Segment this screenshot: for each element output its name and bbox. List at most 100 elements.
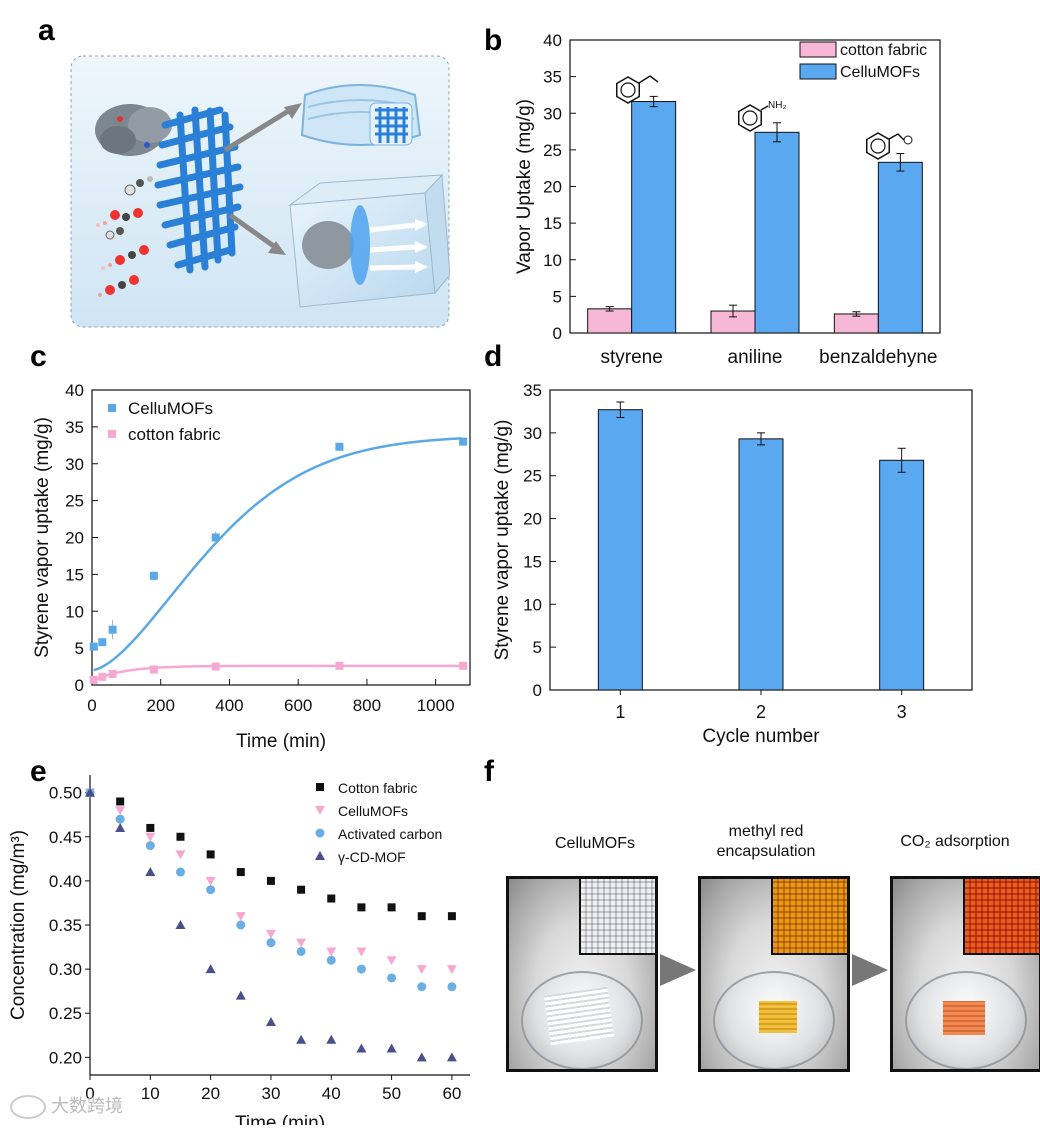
data-point: [416, 965, 427, 975]
photo-co2-adsorption: [890, 876, 1040, 1072]
data-point: [236, 920, 246, 930]
data-point: [145, 841, 155, 851]
x-tick-label: 800: [353, 696, 381, 715]
data-point: [206, 850, 215, 859]
chart-d: 0 5 10 15 20 25 30 35 1 2 3 Cycle number Styrene vap…: [492, 381, 973, 747]
category-label: styrene: [601, 347, 663, 368]
data-point: [326, 955, 336, 965]
amine-bond-icon: [760, 105, 769, 111]
gas-molecules-icon: [96, 176, 153, 297]
arrow-right-icon: [852, 954, 888, 986]
data-point: [296, 946, 306, 956]
y-axis-label: Styrene vapor uptake (mg/g): [32, 417, 53, 658]
data-point: [115, 814, 125, 824]
x-tick-label: 400: [215, 696, 243, 715]
data-point: [296, 1034, 307, 1044]
y-tick-label: 30: [543, 104, 562, 123]
data-point: [459, 661, 468, 670]
legend-label: CelluMOFs: [128, 399, 213, 418]
legend-marker: [108, 430, 116, 438]
data-point: [175, 850, 186, 860]
y-tick-label: 0.25: [49, 1004, 82, 1023]
data-point: [265, 929, 276, 939]
fit-curve: [93, 664, 462, 682]
data-point: [446, 965, 457, 975]
data-point: [387, 903, 396, 912]
data-point: [205, 964, 216, 974]
legend-label: cotton fabric: [840, 42, 927, 59]
data-point: [356, 947, 367, 957]
y-tick-label: 0.35: [49, 916, 82, 935]
y-tick-label: 35: [543, 68, 562, 87]
data-point: [315, 806, 325, 815]
x-tick-label: 40: [322, 1084, 341, 1103]
y-tick-label: 0: [75, 676, 84, 695]
data-point: [265, 1017, 276, 1027]
data-point: [116, 797, 125, 806]
data-point: [356, 1043, 367, 1053]
data-point: [149, 571, 158, 580]
panel-label-f: f: [484, 755, 494, 788]
data-point: [386, 1043, 397, 1053]
y-tick-label: 20: [543, 178, 562, 197]
legend-label: CelluMOFs: [840, 64, 920, 81]
data-point: [176, 832, 185, 841]
x-tick-label: 3: [897, 702, 907, 722]
data-point: [296, 938, 307, 948]
data-point: [266, 876, 275, 885]
data-point: [236, 868, 245, 877]
data-point: [326, 947, 337, 957]
watermark: 大数跨境: [10, 1092, 123, 1120]
bar: [754, 131, 800, 334]
x-tick-label: 30: [261, 1084, 280, 1103]
celluMOF-fabric-icon: [154, 106, 244, 274]
photo-title-methyl-red: methyl red encapsulation: [716, 823, 816, 860]
y-tick-label: 15: [65, 565, 84, 584]
benzene-ring-icon: [870, 138, 886, 154]
panel-d-cycle-chart: 0 5 10 15 20 25 30 35 1 2 3 Cycle number Styrene vap…: [490, 380, 990, 750]
x-tick-label: 600: [284, 696, 312, 715]
data-point: [115, 822, 126, 832]
data-point: [149, 665, 158, 674]
aldehyde-group-icon: [888, 133, 905, 141]
legend-marker: [108, 404, 116, 412]
bar: [631, 101, 677, 334]
y-tick-label: 0: [553, 324, 562, 343]
panel-label-b: b: [484, 24, 503, 57]
data-point: [108, 669, 117, 678]
data-point: [386, 956, 397, 966]
data-point: [175, 920, 186, 929]
data-point: [211, 533, 220, 542]
y-tick-label: 0.45: [49, 828, 82, 847]
watermark-logo-icon: [10, 1095, 46, 1120]
x-tick-label: 50: [382, 1084, 401, 1103]
legend-label: Activated carbon: [338, 826, 442, 842]
benzene-ring-icon: [865, 132, 891, 160]
data-point: [205, 876, 216, 886]
y-axis-label: Vapor Uptake (mg/g): [514, 99, 535, 274]
category-label: benzaldehyne: [819, 347, 937, 368]
panel-f-photos: CelluMOFs methyl red encapsulation CO₂ a…: [500, 820, 1040, 1080]
panel-c-styrene-time-chart: 0 5 10 15 20 25 30 35 40 0 200 400 600 800 1000 Time (m…: [30, 380, 480, 760]
y-tick-label: 25: [523, 467, 542, 486]
data-point: [146, 823, 155, 832]
legend-label: γ-CD-MOF: [338, 849, 406, 865]
data-point: [145, 832, 156, 842]
panel-a-schematic: [70, 55, 451, 328]
orange-fabric-swatch: [943, 1001, 985, 1035]
x-tick-label: 10: [141, 1084, 160, 1103]
legend-label: cotton fabric: [128, 425, 221, 444]
y-tick-label: 0.40: [49, 872, 82, 891]
panel-e-concentration-chart: 0.20 0.25 0.30 0.35 0.40 0.45 0.50 0 10 20 30 40 50 6…: [0, 765, 480, 1130]
data-point: [446, 1052, 457, 1062]
x-axis-label: Time (min): [235, 1113, 325, 1125]
category-label: aniline: [728, 347, 783, 368]
x-tick-label: 0: [87, 696, 96, 715]
filter-box-icon: [288, 173, 451, 308]
orange-fabric-inset: [963, 879, 1039, 955]
y-tick-label: 0.20: [49, 1048, 82, 1067]
data-point: [315, 851, 325, 860]
bar: [738, 438, 784, 691]
yellow-fabric-inset: [771, 879, 847, 955]
